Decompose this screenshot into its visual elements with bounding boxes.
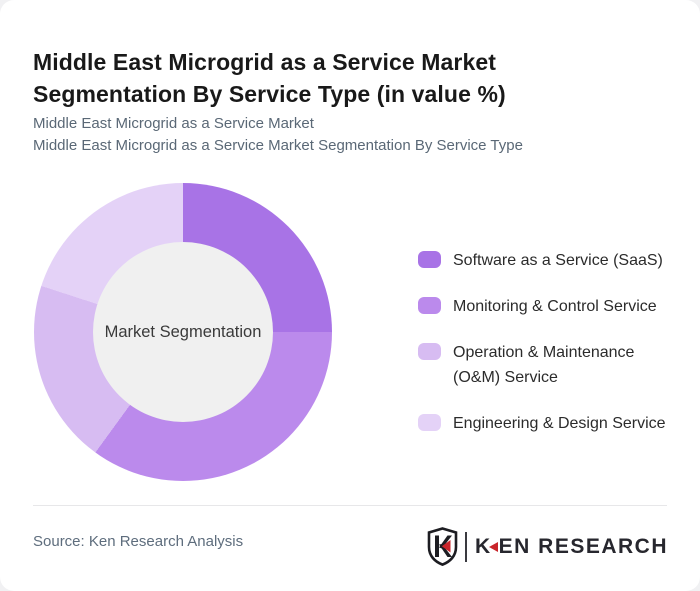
legend-swatch-engineering (418, 414, 441, 431)
donut-chart: Market Segmentation (34, 183, 332, 481)
ken-research-logo: K EN RESEARCH (427, 527, 668, 566)
legend-swatch-om (418, 343, 441, 360)
legend-item: Monitoring & Control Service (418, 294, 670, 319)
legend-item: Operation & Maintenance (O&M) Service (418, 340, 670, 390)
page-title: Middle East Microgrid as a Service Marke… (33, 49, 506, 108)
legend-label: Operation & Maintenance (O&M) Service (453, 344, 635, 386)
logo-wordmark: K EN RESEARCH (475, 535, 668, 559)
subtitle-line-1: Middle East Microgrid as a Service Marke… (33, 115, 314, 132)
legend-label: Software as a Service (SaaS) (453, 252, 663, 269)
donut-center-label: Market Segmentation (104, 322, 262, 341)
legend-label: Engineering & Design Service (453, 415, 666, 432)
chart-legend: Software as a Service (SaaS) Monitoring … (418, 248, 670, 457)
shield-k-icon (427, 527, 458, 566)
logo-rest: EN RESEARCH (498, 534, 668, 558)
legend-item: Software as a Service (SaaS) (418, 248, 670, 273)
source-text: Source: Ken Research Analysis (33, 533, 244, 550)
logo-separator (464, 531, 467, 562)
footer-divider (33, 505, 667, 506)
donut-hole: Market Segmentation (93, 242, 273, 422)
red-triangle-icon (488, 541, 498, 552)
subtitle-block: Middle East Microgrid as a Service Marke… (33, 113, 523, 157)
legend-swatch-monitoring (418, 297, 441, 314)
logo-k: K (474, 534, 492, 558)
subtitle-line-2: Middle East Microgrid as a Service Marke… (33, 137, 523, 154)
legend-item: Engineering & Design Service (418, 411, 670, 436)
legend-label: Monitoring & Control Service (453, 298, 657, 315)
legend-swatch-saas (418, 251, 441, 268)
